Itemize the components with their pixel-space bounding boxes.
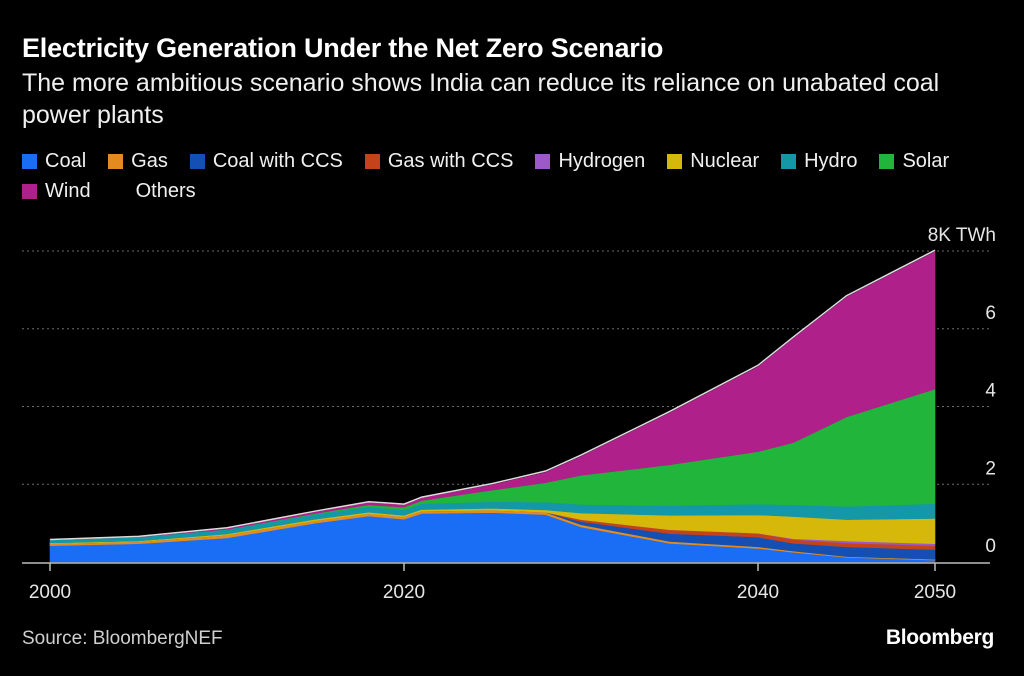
legend-swatch: [112, 183, 128, 199]
legend-swatch: [667, 153, 683, 169]
x-tick-label: 2040: [737, 582, 779, 603]
legend-label: Coal: [45, 149, 87, 172]
legend-label: Gas: [131, 149, 168, 172]
legend-swatch: [189, 153, 205, 169]
legend-swatch: [781, 153, 797, 169]
x-tick-label: 2050: [914, 582, 956, 603]
y-tick-label: 6: [985, 303, 996, 324]
legend-label: Gas with CCS: [387, 149, 514, 172]
legend-swatch: [364, 153, 380, 169]
legend-item-coal: Coal: [22, 150, 86, 172]
legend-swatch: [879, 153, 895, 169]
legend-item-hydrogen: Hydrogen: [535, 150, 645, 172]
bloomberg-logo: Bloomberg: [885, 626, 994, 649]
y-tick-label: 8K TWh: [928, 225, 996, 246]
legend-item-solar: Solar: [879, 150, 949, 172]
y-tick-label: 0: [985, 536, 996, 557]
legend-label: Others: [135, 179, 196, 202]
legend-label: Coal with CCS: [212, 149, 343, 172]
legend-label: Hydro: [804, 149, 858, 172]
legend-swatch: [535, 153, 551, 169]
x-tick-labels: 2000 2020 2040 2050: [29, 582, 956, 603]
legend-swatch: [22, 153, 37, 169]
legend-label: Hydrogen: [558, 149, 646, 172]
legend-label: Nuclear: [690, 149, 760, 172]
legend-item-hydro: Hydro: [781, 150, 857, 172]
chart-title: Electricity Generation Under the Net Zer…: [22, 33, 664, 63]
x-tick-label: 2000: [29, 582, 71, 603]
legend-item-wind: Wind: [22, 180, 91, 202]
total-outline: [49, 249, 936, 541]
legend-swatch: [108, 153, 124, 169]
stacked-areas: [49, 249, 936, 563]
y-tick-label: 2: [985, 458, 996, 479]
y-tick-labels: 0 2 4 6 8K TWh: [928, 225, 997, 557]
source-note: Source: BloombergNEF: [22, 628, 223, 649]
chart-subtitle: The more ambitious scenario shows India …: [22, 69, 940, 129]
axes: [22, 562, 990, 571]
legend-swatch: [22, 183, 37, 199]
y-tick-label: 4: [985, 381, 996, 402]
legend-label: Solar: [902, 149, 950, 172]
legend-item-coal-with-ccs: Coal with CCS: [189, 149, 343, 172]
chart-legend: Coal Gas Coal with CCS Gas with CCS Hydrogen…: [22, 150, 1012, 202]
legend-item-gas: Gas: [108, 150, 168, 172]
x-tick-label: 2020: [383, 582, 425, 603]
legend-label: Wind: [45, 179, 91, 202]
legend-item-gas-with-ccs: Gas with CCS: [364, 149, 514, 172]
legend-item-nuclear: Nuclear: [667, 150, 759, 172]
legend-item-others: Others: [112, 179, 196, 202]
